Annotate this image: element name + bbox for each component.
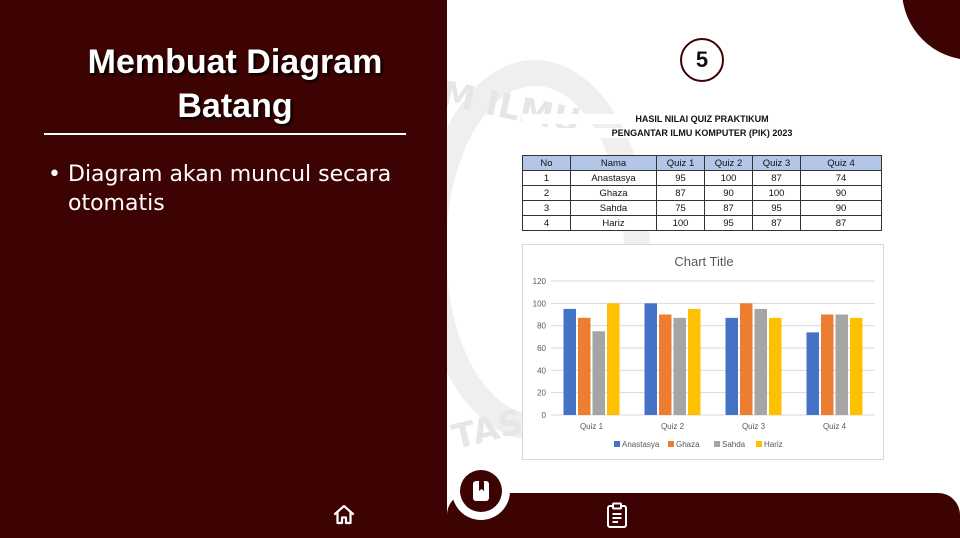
bar-ghaza-quiz-1 [578,317,591,415]
title-divider [44,133,406,135]
cell-nama: Anastasya [570,170,657,186]
bar-anastasya-quiz-4 [806,332,819,415]
bar-anastasya-quiz-2 [644,303,657,415]
header-quiz-4: Quiz 4 [800,155,882,171]
watermark-text-bottom: TAS [448,401,528,459]
table-row: 1 Anastasya 95 100 87 74 [522,170,882,186]
cell-quiz-1: 75 [656,200,705,216]
header-quiz-3: Quiz 3 [752,155,801,171]
table-header-row: No Nama Quiz 1 Quiz 2 Quiz 3 Quiz 4 [522,155,882,171]
cell-nama: Hariz [570,215,657,231]
cell-quiz-3: 87 [752,215,801,231]
home-button[interactable] [332,503,356,527]
bar-sahda-quiz-2 [673,317,686,415]
cell-quiz-4: 90 [800,185,882,201]
legend-label-anastasya: Anastasya [622,440,660,449]
legend-label-hariz: Hariz [764,440,783,449]
legend-swatch-hariz [756,441,762,447]
y-tick-label: 100 [533,299,547,308]
corner-decoration [902,0,960,60]
legend-swatch-ghaza [668,441,674,447]
x-tick-label: Quiz 1 [580,422,604,431]
bar-chart[interactable]: Chart Title 0 20 40 60 80 100 120 Quiz 1 Quiz 2 Qu… [522,244,884,460]
bar-ghaza-quiz-3 [740,303,753,415]
cell-quiz-1: 95 [656,170,705,186]
bar-hariz-quiz-2 [688,308,701,415]
y-tick-label: 0 [542,411,547,420]
legend-label-ghaza: Ghaza [676,440,700,449]
legend-label-sahda: Sahda [722,440,746,449]
cell-quiz-4: 74 [800,170,882,186]
x-tick-label: Quiz 3 [742,422,766,431]
cell-quiz-1: 100 [656,215,705,231]
table-row: 4 Hariz 100 95 87 87 [522,215,882,231]
sheet-title-line-1: HASIL NILAI QUIZ PRAKTIKUM [522,114,882,124]
sheet-title-line-2: PENGANTAR ILMU KOMPUTER (PIK) 2023 [522,128,882,138]
bar-ghaza-quiz-4 [821,314,834,415]
x-tick-label: Quiz 4 [823,422,847,431]
bar-anastasya-quiz-1 [563,308,576,415]
cell-quiz-1: 87 [656,185,705,201]
cell-quiz-2: 100 [704,170,753,186]
cell-quiz-3: 100 [752,185,801,201]
title-line-1: Membuat Diagram [87,43,383,81]
legend-swatch-anastasya [614,441,620,447]
cell-quiz-2: 87 [704,200,753,216]
cell-no: 2 [522,185,571,201]
chart-title: Chart Title [674,254,733,269]
cell-no: 3 [522,200,571,216]
table-row: 3 Sahda 75 87 95 90 [522,200,882,216]
header-quiz-2: Quiz 2 [704,155,753,171]
bar-sahda-quiz-4 [835,314,848,415]
legend-swatch-sahda [714,441,720,447]
cell-nama: Ghaza [570,185,657,201]
y-tick-label: 40 [537,366,546,375]
cell-quiz-3: 95 [752,200,801,216]
y-tick-label: 20 [537,389,546,398]
cell-quiz-4: 90 [800,200,882,216]
left-panel: Membuat Diagram Batang • Diagram akan mu… [0,0,447,538]
cell-quiz-4: 87 [800,215,882,231]
slide-number-badge: 5 [680,38,724,82]
bottom-nav-bar [447,493,960,538]
header-quiz-1: Quiz 1 [656,155,705,171]
x-tick-label: Quiz 2 [661,422,685,431]
bar-chart-svg: Chart Title 0 20 40 60 80 100 120 Quiz 1 Quiz 2 Qu… [533,254,875,449]
cell-no: 1 [522,170,571,186]
cell-quiz-2: 95 [704,215,753,231]
grade-table: No Nama Quiz 1 Quiz 2 Quiz 3 Quiz 4 1 An… [522,155,882,231]
bar-ghaza-quiz-2 [659,314,672,415]
y-tick-label: 120 [533,277,547,286]
title-line-2: Batang [177,87,293,125]
bookmark-button[interactable] [460,470,502,512]
cell-quiz-3: 87 [752,170,801,186]
bullet-text: Diagram akan muncul secara otomatis [68,162,392,216]
cell-nama: Sahda [570,200,657,216]
home-icon [333,504,355,525]
clipboard-button[interactable] [605,502,629,528]
bar-anastasya-quiz-3 [725,317,738,415]
bar-sahda-quiz-3 [754,308,767,415]
bar-hariz-quiz-3 [769,317,782,415]
header-nama: Nama [570,155,657,171]
bullet-mark: • [48,162,61,187]
y-tick-label: 60 [537,344,546,353]
bookmark-icon [473,481,489,501]
bar-sahda-quiz-1 [592,331,605,415]
clipboard-icon [607,502,627,528]
bullet-item: • Diagram akan muncul secara otomatis [48,160,428,218]
cell-quiz-2: 90 [704,185,753,201]
cell-no: 4 [522,215,571,231]
header-no: No [522,155,571,171]
slide-title: Membuat Diagram Batang [40,40,430,128]
bar-hariz-quiz-1 [607,303,620,415]
y-tick-label: 80 [537,322,546,331]
table-row: 2 Ghaza 87 90 100 90 [522,185,882,201]
bar-hariz-quiz-4 [850,317,863,415]
